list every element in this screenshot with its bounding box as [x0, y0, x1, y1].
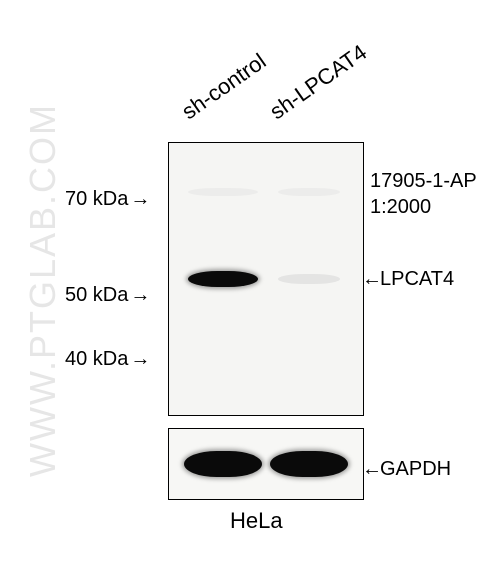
band: [278, 274, 340, 284]
lane-label-2: sh-LPCAT4: [265, 39, 372, 125]
western-blot-figure: sh-control sh-LPCAT4 70 kDa→ 50 kDa→ 40 …: [70, 30, 490, 550]
antibody-dilution: 1:2000: [370, 196, 431, 219]
antibody-id: 17905-1-AP: [370, 170, 477, 193]
blot-main-inner: [169, 143, 363, 415]
watermark-text: WWW.PTGLAB.COM: [22, 103, 64, 477]
lane-label-1: sh-control: [177, 48, 271, 125]
band: [278, 188, 340, 196]
arrow-icon: ←: [362, 458, 382, 481]
arrow-icon: →: [130, 188, 150, 211]
band: [188, 271, 258, 287]
arrow-icon: ←: [362, 268, 382, 291]
blot-main: [168, 142, 364, 416]
loading-control-label: GAPDH: [380, 458, 451, 481]
blot-loading: [168, 428, 364, 500]
mw-marker-70: 70 kDa→: [65, 188, 150, 211]
mw-marker-40: 40 kDa→: [65, 348, 150, 371]
arrow-icon: →: [130, 348, 150, 371]
band: [184, 451, 262, 477]
cell-line-label: HeLa: [230, 508, 283, 534]
mw-marker-50: 50 kDa→: [65, 284, 150, 307]
mw-marker-70-label: 70 kDa: [65, 188, 128, 210]
band: [188, 188, 258, 196]
mw-marker-50-label: 50 kDa: [65, 284, 128, 306]
arrow-icon: →: [130, 284, 150, 307]
target-label: LPCAT4: [380, 268, 454, 291]
blot-loading-inner: [169, 429, 363, 499]
band: [270, 451, 348, 477]
mw-marker-40-label: 40 kDa: [65, 348, 128, 370]
